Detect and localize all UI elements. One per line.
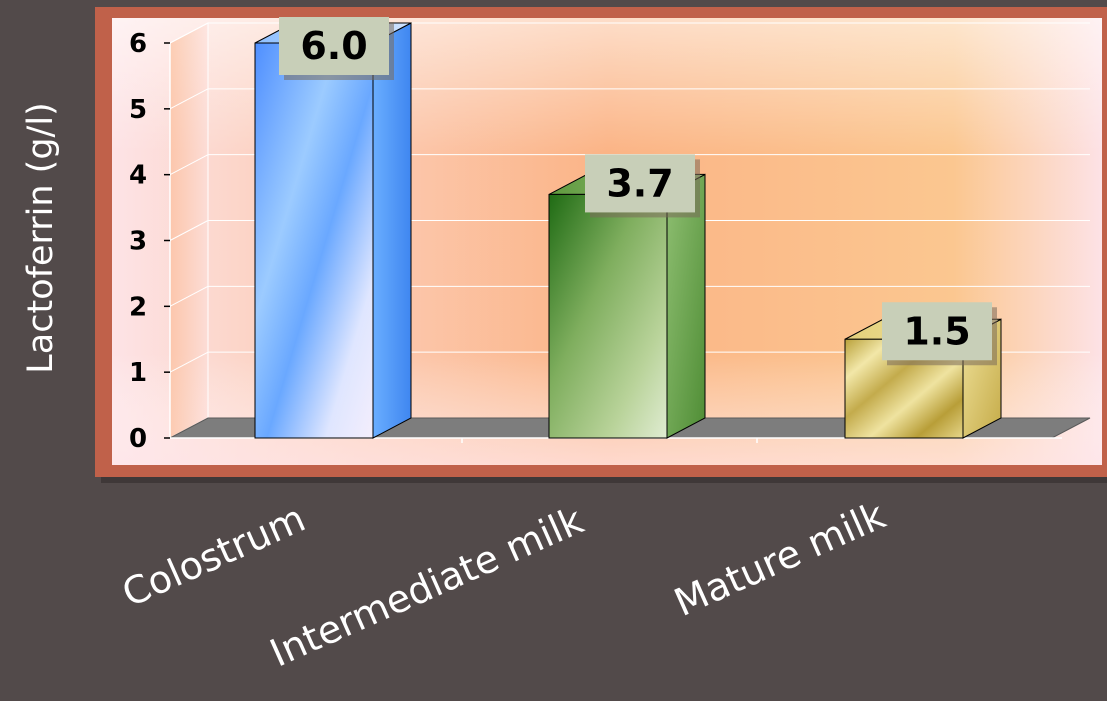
bar-side <box>372 22 412 439</box>
x-tick-label-mature-milk: Mature milk <box>668 493 892 625</box>
data-label-box <box>585 154 695 213</box>
data-label-text: 6.0 <box>300 24 367 68</box>
y-tick-label: 1 <box>129 358 147 388</box>
data-label-colostrum: 6.0 <box>279 17 394 80</box>
wall-gridline <box>169 220 209 241</box>
y-tick-label: 4 <box>129 161 147 191</box>
y-tick-label: 2 <box>129 292 147 322</box>
bar-front <box>548 193 668 439</box>
bars: 6.0 3.7 1.5 <box>254 17 1002 439</box>
bar-front <box>254 42 374 439</box>
bar-colostrum <box>254 22 412 439</box>
data-label-intermediate-milk: 3.7 <box>585 154 700 218</box>
data-label-mature-milk: 1.5 <box>882 302 997 366</box>
wall-gridline <box>169 351 209 373</box>
wall-gridline <box>169 88 209 110</box>
y-tick-label: 5 <box>129 95 147 125</box>
y-tick-label: 3 <box>129 227 147 257</box>
wall-gridline <box>169 22 209 44</box>
data-label-text: 3.7 <box>606 161 673 205</box>
data-label-box <box>279 17 389 75</box>
x-tick-label-colostrum: Colostrum <box>116 496 312 616</box>
wall-gridline <box>169 285 209 307</box>
y-axis-title: Lactoferrin (g/l) <box>21 102 61 373</box>
y-tick-label: 0 <box>129 424 147 454</box>
wall-gridline <box>169 154 209 176</box>
y-axis: 0 1 2 3 4 5 6 <box>129 29 171 454</box>
data-label-text: 1.5 <box>903 309 970 353</box>
y-tick-label: 6 <box>129 29 147 59</box>
data-label-box <box>882 302 992 361</box>
x-tick-label-intermediate-milk: Intermediate milk <box>264 498 590 675</box>
